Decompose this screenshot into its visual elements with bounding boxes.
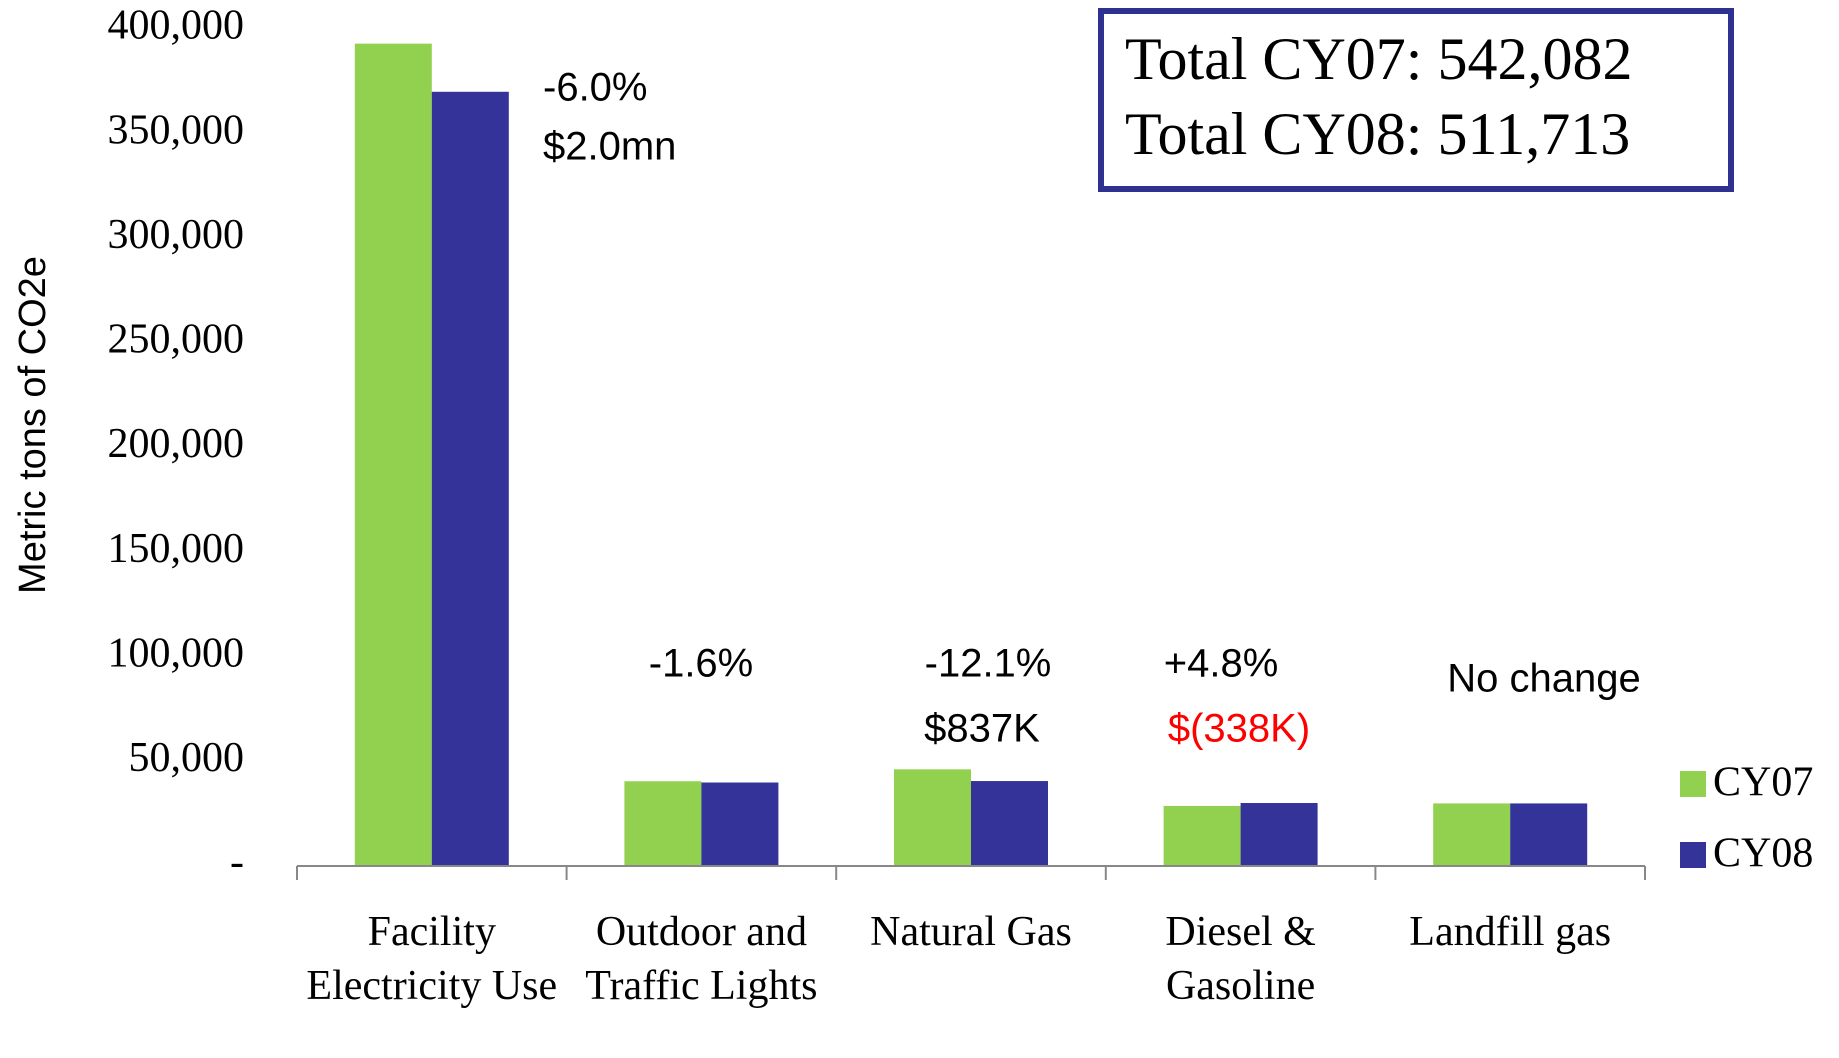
annotation: +4.8% <box>1164 642 1279 686</box>
y-tick-label: 400,000 <box>108 3 245 49</box>
y-tick-label: 300,000 <box>108 212 245 258</box>
bar <box>701 782 779 866</box>
y-tick-label: 50,000 <box>129 735 245 781</box>
total-text: Total CY08: 511,713 <box>1125 101 1630 167</box>
bar <box>354 43 432 866</box>
legend-swatch <box>1680 771 1706 797</box>
annotation: -6.0% <box>543 66 648 110</box>
x-tick-label: Natural Gas <box>870 909 1072 955</box>
bar <box>1240 803 1318 866</box>
y-tick-label: - <box>230 840 244 886</box>
x-tick-label: Outdoor and Traffic Lights <box>585 909 818 1009</box>
y-tick-label: 150,000 <box>108 526 245 572</box>
bar <box>624 781 702 866</box>
y-tick-label: 100,000 <box>108 630 245 676</box>
legend-swatch <box>1680 842 1706 868</box>
y-tick-label: 350,000 <box>108 107 245 153</box>
bar <box>894 769 971 866</box>
annotation: $2.0mn <box>543 125 676 169</box>
totals-box <box>1098 8 1734 192</box>
y-axis-title: Metric tons of CO2e <box>12 256 54 594</box>
annotation: No change <box>1447 657 1640 701</box>
annotation: $(338K) <box>1168 707 1310 751</box>
bar <box>1163 805 1241 866</box>
annotation: $837K <box>924 707 1040 751</box>
bar <box>971 781 1048 866</box>
legend-label: CY07 <box>1713 760 1813 806</box>
total-text: Total CY07: 542,082 <box>1125 26 1632 92</box>
annotation: -1.6% <box>649 642 754 686</box>
annotation: -12.1% <box>925 642 1052 686</box>
bar <box>431 91 509 866</box>
x-tick-label: Diesel & Gasoline <box>1165 909 1316 1009</box>
y-tick-label: 250,000 <box>108 317 245 363</box>
x-tick-label: Facility Electricity Use <box>306 909 558 1009</box>
legend-label: CY08 <box>1713 831 1813 877</box>
bar <box>1433 803 1511 866</box>
x-tick-label: Landfill gas <box>1409 909 1612 955</box>
bar <box>1510 803 1588 866</box>
y-tick-label: 200,000 <box>108 421 245 467</box>
